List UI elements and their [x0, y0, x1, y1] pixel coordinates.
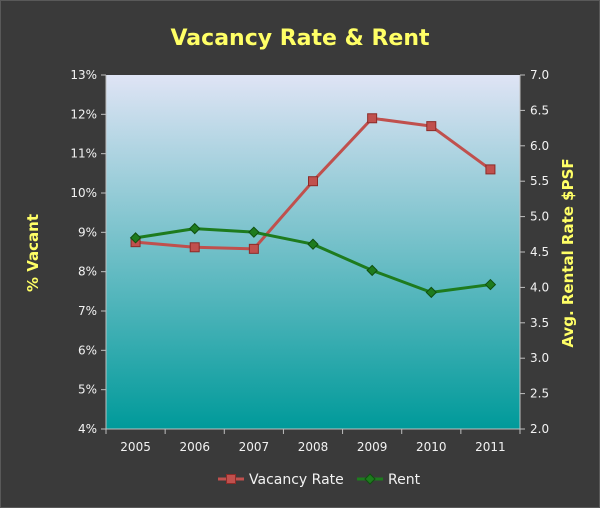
left-tick-label: 6%	[78, 343, 97, 357]
x-tick-label: 2010	[416, 440, 447, 454]
right-tick-label: 3.0	[530, 351, 549, 365]
right-tick-label: 2.0	[530, 422, 549, 436]
chart-title: Vacancy Rate & Rent	[170, 26, 430, 51]
vacancy-rate-point	[248, 243, 259, 254]
x-tick-label: 2011	[475, 440, 506, 454]
rent-point	[129, 232, 142, 244]
vacancy-rate-point	[426, 121, 437, 132]
rent-point	[189, 222, 201, 235]
rent-point	[307, 238, 319, 250]
left-tick-label: 9%	[78, 225, 97, 239]
right-tick-label: 3.5	[530, 316, 549, 330]
vacancy-rate-point	[367, 113, 378, 124]
rent-point	[484, 278, 497, 291]
right-tick-label: 5.0	[530, 210, 549, 224]
left-tick-label: 7%	[78, 304, 97, 318]
axes: 4% 5% 6% 7% 8% 9% 10% 11% 12% 13% 2.0 2.5 3.0 3.5 4.0 4…	[70, 68, 549, 454]
left-tick-label: 8%	[78, 265, 97, 279]
right-tick-label: 7.0	[530, 68, 549, 82]
vacancy-rate-point	[308, 176, 318, 187]
legend-vacancy-rate-label: Vacancy Rate	[249, 472, 344, 488]
right-tick-label: 6.5	[530, 103, 549, 117]
vacancy-rate-point	[485, 164, 496, 175]
right-tick-label: 4.5	[530, 245, 549, 259]
x-tick-label: 2007	[239, 440, 270, 454]
rent-point	[248, 226, 260, 238]
left-tick-label: 13%	[70, 68, 97, 82]
x-tick-label: 2006	[179, 440, 210, 454]
right-tick-label: 5.5	[530, 174, 549, 188]
legend-rent-marker	[364, 473, 376, 485]
right-axis-title: Avg. Rental Rate $PSF	[559, 158, 577, 347]
rent-point	[425, 286, 437, 299]
right-tick-label: 4.0	[530, 280, 549, 294]
right-tick-label: 6.0	[530, 139, 549, 153]
left-axis-title: % Vacant	[24, 214, 42, 292]
x-tick-label: 2008	[298, 440, 329, 454]
series-markers	[129, 113, 497, 299]
x-tick-label: 2005	[120, 440, 151, 454]
left-tick-label: 4%	[78, 422, 97, 436]
left-tick-label: 10%	[70, 186, 97, 200]
plot-area	[106, 75, 520, 429]
legend: Vacancy Rate Rent	[218, 472, 421, 488]
x-tick-label: 2009	[357, 440, 388, 454]
legend-rent-label: Rent	[388, 472, 421, 488]
legend-vacancy-rate-marker	[226, 474, 236, 484]
left-tick-label: 5%	[78, 383, 97, 397]
rent-point	[366, 264, 378, 277]
left-tick-label: 12%	[70, 107, 97, 121]
left-tick-label: 11%	[70, 147, 97, 161]
right-tick-label: 2.5	[530, 387, 549, 401]
vacancy-rate-point	[189, 242, 200, 253]
